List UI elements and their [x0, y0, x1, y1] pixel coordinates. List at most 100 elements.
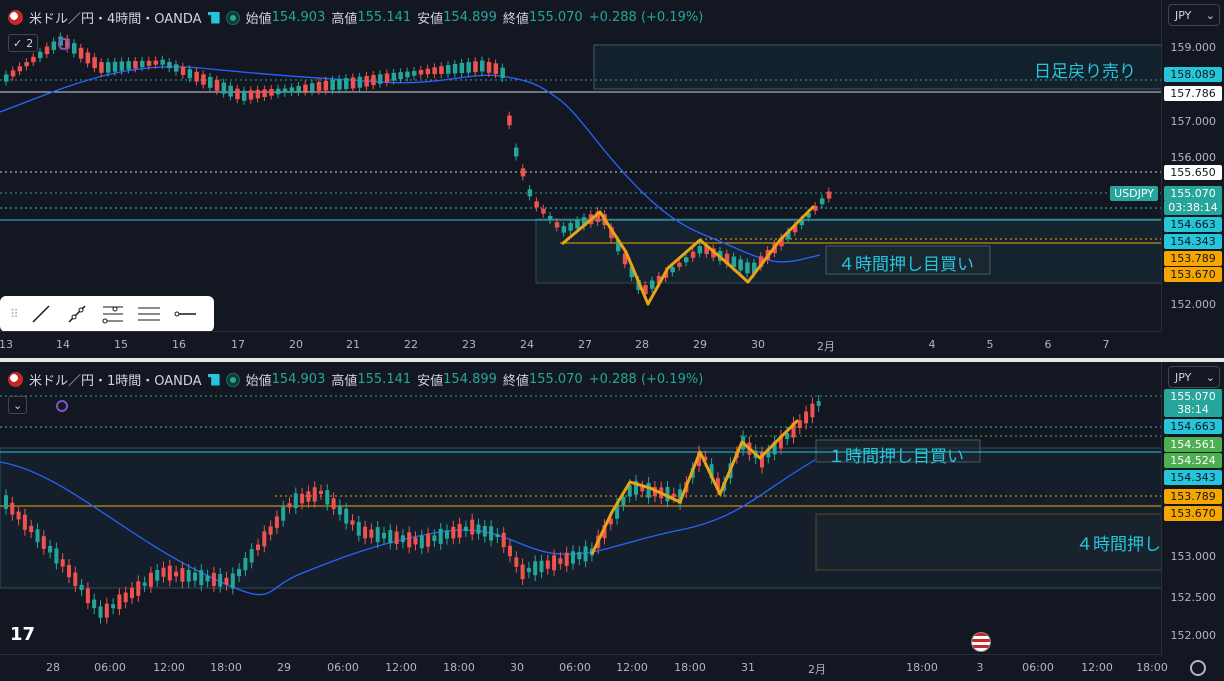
- candle: [31, 56, 36, 63]
- price-tag: 154.663: [1164, 217, 1222, 232]
- zone-label-1h-buy: １時間押し目買い: [828, 447, 964, 467]
- candle: [473, 61, 478, 73]
- currency-label: JPY: [1175, 9, 1192, 22]
- candle: [344, 78, 349, 90]
- candle: [533, 561, 538, 576]
- settings-gear-icon[interactable]: [1190, 660, 1206, 676]
- candle: [319, 490, 323, 494]
- ray-tool-icon[interactable]: [63, 300, 91, 328]
- drag-handle-icon[interactable]: ⠿: [10, 307, 19, 321]
- high-value: 155.141: [357, 10, 412, 25]
- parallel-channel-tool-icon[interactable]: [135, 300, 163, 328]
- price-tick: 159.000: [1170, 41, 1217, 54]
- time-tick: 17: [231, 338, 245, 351]
- candle: [671, 493, 676, 497]
- currency-select[interactable]: JPY ⌄: [1168, 4, 1220, 26]
- candle: [262, 531, 267, 547]
- indicator-icon[interactable]: [58, 38, 70, 50]
- time-tick: 3: [976, 661, 984, 674]
- candle: [804, 411, 809, 424]
- candle: [282, 88, 288, 93]
- candle: [398, 72, 403, 80]
- candle: [703, 456, 708, 461]
- candle: [312, 487, 317, 502]
- time-tick: 29: [277, 661, 291, 674]
- collapse-indicators-button[interactable]: ⌄: [8, 396, 28, 414]
- candle: [715, 478, 720, 490]
- candle: [577, 552, 582, 560]
- zone-label-4h-buy: ４時間押し: [1076, 535, 1161, 555]
- candle: [85, 52, 91, 64]
- open-value: 154.903: [271, 372, 326, 387]
- chart-pane-1h[interactable]: 米ドル／円・1時間・OANDA 始値 154.903 高値 155.141 安値 15…: [0, 362, 1224, 681]
- chart-canvas-1h[interactable]: [0, 362, 1162, 654]
- time-tick: 6: [1044, 338, 1052, 351]
- candle: [344, 508, 349, 524]
- candle: [17, 66, 23, 72]
- candle: [22, 514, 27, 530]
- time-tick: 24: [520, 338, 534, 351]
- candle: [180, 568, 185, 582]
- candle: [38, 51, 43, 59]
- moving-average-line: [0, 459, 816, 596]
- chevron-down-icon: ⌄: [1205, 9, 1215, 22]
- candle: [564, 552, 569, 566]
- zone-box-daily-sell: [593, 44, 1162, 90]
- candle: [508, 545, 512, 557]
- price-tick: 152.500: [1170, 591, 1217, 604]
- candle: [205, 575, 210, 582]
- candle: [704, 245, 709, 255]
- candle: [797, 420, 802, 429]
- pane-divider[interactable]: [0, 358, 1224, 362]
- candle: [242, 90, 247, 101]
- us-event-flag-icon[interactable]: [971, 632, 991, 652]
- price-tick: 152.000: [1170, 629, 1217, 642]
- price-tag: 153.789: [1164, 251, 1222, 266]
- candle: [670, 267, 675, 273]
- indicator-icon[interactable]: [56, 400, 68, 412]
- candle: [140, 60, 145, 68]
- candle: [85, 588, 90, 604]
- time-tick: 18:00: [674, 661, 706, 674]
- candle: [820, 198, 825, 205]
- time-tick: 21: [346, 338, 360, 351]
- currency-select[interactable]: JPY ⌄: [1168, 366, 1220, 388]
- candle: [337, 78, 342, 90]
- line-tool-icon[interactable]: [27, 300, 55, 328]
- zigzag-pattern: [590, 418, 800, 555]
- symbol-title[interactable]: 米ドル／円・4時間・OANDA: [29, 12, 202, 27]
- candle: [10, 70, 16, 77]
- indicator-count: 2: [26, 36, 34, 50]
- candle: [634, 480, 638, 495]
- candle: [316, 81, 322, 91]
- symbol-title[interactable]: 米ドル／円・1時間・OANDA: [29, 374, 202, 389]
- chart-pane-4h[interactable]: 米ドル／円・4時間・OANDA 始値 154.903 高値 155.141 安値 15…: [0, 0, 1224, 358]
- candle: [418, 69, 424, 75]
- candle: [558, 558, 563, 564]
- candle: [810, 403, 815, 418]
- horizontal-ray-tool-icon[interactable]: [171, 300, 199, 328]
- chart-canvas-4h[interactable]: [0, 0, 1162, 330]
- symbol-legend: 米ドル／円・1時間・OANDA 始値 154.903 高値 155.141 安値 15…: [8, 370, 703, 389]
- time-axis-4h[interactable]: 13 14 15 16 17 20 21 22 23 24 27 28 29 30 2月 4 5 6 7: [0, 331, 1162, 358]
- candle: [772, 441, 777, 455]
- candle: [228, 85, 233, 97]
- candle: [92, 57, 97, 69]
- time-axis-1h[interactable]: 28 06:00 12:00 18:00 29 06:00 12:00 18:00 30 06:0…: [0, 654, 1168, 681]
- tradingview-logo[interactable]: 17: [10, 624, 36, 645]
- candle: [412, 71, 417, 76]
- candle: [816, 401, 821, 406]
- collapse-indicators-button[interactable]: ✓ 2: [8, 34, 39, 52]
- price-axis-4h[interactable]: JPY ⌄ 159.000 157.000 156.000 152.000 158…: [1161, 0, 1224, 358]
- candle: [602, 525, 607, 539]
- price-axis-1h[interactable]: JPY ⌄ 153.000 152.500 152.000 155.070 38:1…: [1161, 362, 1224, 681]
- high-label: 高値: [331, 12, 358, 27]
- time-tick: 30: [510, 661, 524, 674]
- fib-tool-icon[interactable]: [99, 300, 127, 328]
- candle: [615, 503, 620, 519]
- candle: [439, 66, 444, 74]
- candle: [514, 147, 519, 157]
- candle: [678, 489, 683, 504]
- time-tick: 31: [741, 661, 755, 674]
- candle: [73, 572, 78, 586]
